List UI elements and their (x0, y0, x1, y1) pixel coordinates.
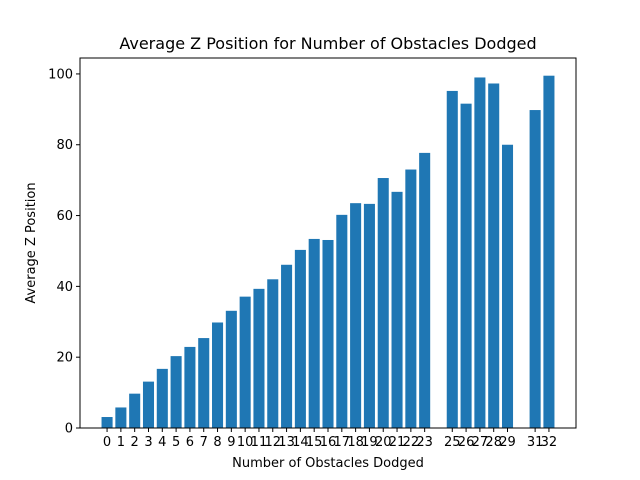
y-tick-label: 60 (56, 209, 73, 224)
bar-12 (267, 279, 279, 428)
x-tick-label: 29 (499, 435, 516, 450)
bar-2 (129, 393, 141, 428)
bar-0 (101, 417, 113, 428)
bar-10 (239, 296, 251, 428)
x-tick-label: 32 (541, 435, 558, 450)
x-tick-label: 19 (361, 435, 378, 450)
bar-16 (322, 239, 334, 428)
x-tick-label: 11 (251, 435, 268, 450)
bar-22 (405, 169, 417, 428)
bar-17 (336, 214, 348, 428)
bar-31 (529, 110, 541, 429)
y-tick-label: 40 (56, 280, 73, 295)
bar-27 (474, 77, 486, 428)
bar-7 (198, 338, 210, 428)
bar-4 (156, 368, 168, 428)
x-tick-label: 10 (237, 435, 254, 450)
bar-6 (184, 346, 196, 428)
x-tick-label: 16 (320, 435, 337, 450)
x-tick-label: 20 (375, 435, 392, 450)
bar-8 (212, 322, 224, 428)
x-tick-label: 3 (144, 435, 152, 450)
x-tick-label: 18 (347, 435, 364, 450)
x-tick-label: 14 (292, 435, 309, 450)
bar-29 (501, 144, 514, 428)
bar-11 (253, 288, 265, 428)
x-tick-label: 4 (158, 435, 166, 450)
bars-group (101, 75, 555, 429)
x-tick-label: 8 (213, 435, 221, 450)
bar-20 (377, 178, 389, 428)
bar-9 (225, 310, 237, 428)
bar-18 (350, 203, 362, 428)
bar-32 (543, 75, 555, 428)
x-tick-label: 0 (103, 435, 111, 450)
x-tick-label: 23 (416, 435, 433, 450)
x-tick-label: 31 (527, 435, 544, 450)
y-tick-label: 80 (56, 138, 73, 153)
x-tick-label: 21 (389, 435, 406, 450)
y-tick-label: 20 (56, 351, 73, 366)
plot-frame (79, 57, 577, 429)
bar-3 (142, 381, 155, 428)
x-tick-label: 2 (131, 435, 139, 450)
x-tick-label: 1 (117, 435, 125, 450)
x-tick-label: 15 (306, 435, 323, 450)
bar-15 (308, 238, 320, 428)
x-tick-label: 28 (485, 435, 502, 450)
x-tick-label: 25 (444, 435, 461, 450)
x-tick-label: 17 (334, 435, 351, 450)
bar-21 (391, 191, 403, 428)
chart-title: Average Z Position for Number of Obstacl… (119, 34, 536, 53)
x-tick-label: 22 (403, 435, 420, 450)
y-axis-label: Average Z Position (24, 182, 39, 303)
bar-1 (115, 407, 127, 428)
bar-5 (170, 356, 182, 428)
bar-14 (294, 249, 306, 428)
x-tick-label: 7 (200, 435, 208, 450)
x-tick-label: 27 (472, 435, 489, 450)
y-axis-ticks: 0 20 40 60 80 100 (48, 67, 80, 437)
x-tick-label: 12 (264, 435, 281, 450)
bar-28 (488, 83, 500, 429)
x-axis-label: Number of Obstacles Dodged (232, 456, 424, 471)
bar-25 (446, 90, 458, 429)
y-tick-label: 100 (48, 67, 73, 82)
bar-19 (363, 203, 375, 428)
x-tick-label: 13 (278, 435, 295, 450)
x-tick-label: 9 (227, 435, 235, 450)
x-tick-label: 5 (172, 435, 180, 450)
x-tick-label: 26 (458, 435, 475, 450)
bar-23 (419, 152, 431, 428)
bar-13 (281, 264, 293, 428)
bar-26 (460, 103, 472, 429)
y-tick-label: 0 (65, 422, 73, 437)
x-tick-label: 6 (186, 435, 194, 450)
